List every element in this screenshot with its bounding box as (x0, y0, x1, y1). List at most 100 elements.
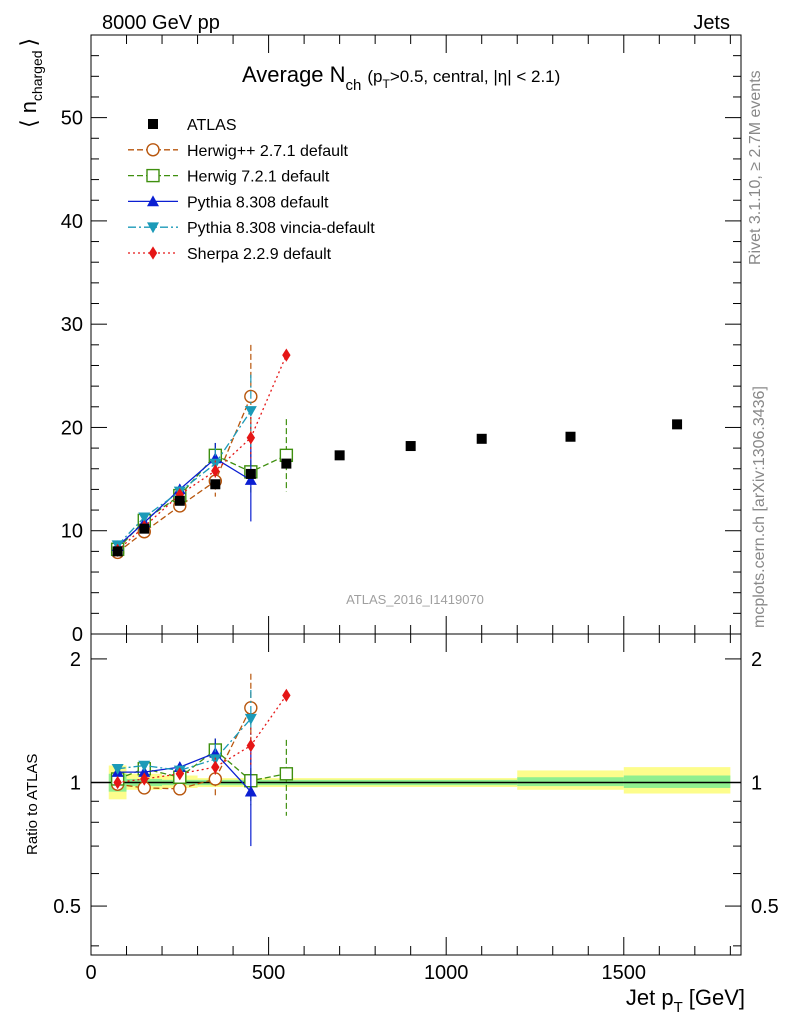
y-label-close: ⟩ (16, 38, 41, 47)
marker-diamond (211, 464, 220, 478)
marker-open-circle (146, 143, 160, 157)
marker-square (405, 441, 416, 452)
marker-square (281, 458, 292, 469)
ratio-y-tick-label: 2 (70, 649, 81, 671)
marker-square (334, 450, 345, 461)
y-label-main: ⟨ n (16, 101, 41, 128)
process-label: Jets (693, 12, 730, 34)
legend-label: ATLAS (187, 117, 237, 134)
energy-label: 8000 GeV pp (102, 12, 220, 34)
ratio-y-tick-label-right: 1 (751, 772, 762, 794)
legend: ATLAS Herwig++ 2.7.1 default Herwig 7.2.1 … (128, 117, 375, 263)
title-cuts: >0.5, central, |η| < 2.1) (390, 67, 560, 86)
marker-open-circle (173, 782, 187, 796)
main-plot-area (110, 344, 683, 560)
marker-triangle-down (138, 760, 151, 772)
title-paren: (p (367, 67, 382, 86)
ratio-y-tick-label: 0.5 (53, 896, 81, 918)
legend-item: Pythia 8.308 default (128, 194, 329, 211)
legend-label: Sherpa 2.2.9 default (187, 246, 332, 263)
series-herwig-2-7-1-default (110, 344, 258, 560)
x-label-unit: [GeV] (689, 985, 745, 1010)
main-y-tick-label: 10 (61, 521, 83, 543)
title-main: Average N (242, 62, 346, 87)
legend-label: Pythia 8.308 default (187, 194, 329, 211)
marker-square (565, 431, 576, 442)
marker-square (112, 546, 123, 557)
marker-square (174, 495, 185, 506)
ratio-y-tick-label-right: 0.5 (751, 896, 779, 918)
main-panel: 0 10 20 30 40 50 Average Nch (pT>0.5, central,… (16, 34, 742, 646)
series-sherpa-2-2-9-default (113, 688, 291, 790)
marker-triangle-down (244, 713, 257, 725)
series-line (117, 718, 252, 772)
y-label-subscript: charged (29, 50, 45, 101)
marker-open-square (279, 767, 294, 781)
x-label-main: Jet p (626, 985, 674, 1010)
marker-diamond (211, 760, 220, 774)
marker-triangle-up (244, 785, 257, 797)
main-title: Average Nch (pT>0.5, central, |η| < 2.1) (242, 62, 560, 94)
legend-item: Herwig++ 2.7.1 default (128, 143, 349, 160)
marker-open-circle (208, 772, 223, 786)
legend-item: ATLAS (148, 117, 237, 134)
marker-square (476, 433, 487, 444)
analysis-id-label: ATLAS_2016_I1419070 (346, 592, 484, 607)
uncertainty-band-green (623, 775, 731, 788)
ratio-panel: 0.5 0.5 1 1 2 2 0 500 1000 1500 Ratio to ATLAS J… (24, 633, 779, 1016)
title-subscript: ch (346, 77, 362, 94)
ratio-frame (90, 633, 742, 956)
main-x-ticks (90, 35, 731, 634)
ratio-plot-area (91, 673, 741, 847)
marker-diamond (175, 767, 184, 781)
marker-triangle-down (138, 512, 151, 524)
ratio-y-tick-label-right: 2 (751, 649, 762, 671)
legend-label: Herwig++ 2.7.1 default (187, 143, 349, 160)
ratio-x-axis: 0 500 1000 1500 (85, 634, 731, 984)
x-tick-label: 1000 (424, 962, 469, 984)
series-pythia-8-308-vincia-default (111, 374, 257, 552)
legend-item: Sherpa 2.2.9 default (128, 246, 332, 263)
marker-square (245, 468, 256, 479)
ratio-y-axis: 0.5 0.5 1 1 2 2 (53, 649, 779, 947)
main-y-tick-label: 50 (61, 108, 83, 130)
marker-square (139, 523, 150, 534)
ratio-y-label: Ratio to ATLAS (24, 754, 41, 855)
marker-square (672, 419, 683, 430)
marker-diamond (246, 431, 256, 445)
uncertainty-band-green (517, 777, 624, 787)
marker-diamond (148, 246, 158, 260)
main-y-tick-label: 30 (61, 314, 83, 336)
series-line (117, 695, 287, 784)
marker-triangle-down (244, 406, 257, 417)
marker-triangle-up (147, 195, 159, 207)
main-y-label: ⟨ ncharged ⟩ (16, 38, 45, 128)
marker-triangle-down (111, 763, 124, 775)
x-axis-label: Jet pT [GeV] (626, 985, 745, 1016)
series-line (117, 410, 252, 546)
main-y-tick-label: 20 (61, 417, 83, 439)
legend-item: Pythia 8.308 vincia-default (128, 220, 375, 237)
marker-diamond (113, 775, 122, 790)
marker-diamond (140, 772, 149, 786)
marker-open-square (146, 168, 160, 183)
legend-label: Pythia 8.308 vincia-default (187, 220, 375, 237)
x-label-subscript: T (674, 999, 683, 1016)
rivet-version-label: Rivet 3.1.10, ≥ 2.7M events (747, 70, 764, 265)
marker-triangle-down (147, 222, 159, 234)
legend-item: Herwig 7.2.1 default (128, 169, 330, 186)
x-tick-label: 1500 (602, 962, 647, 984)
main-y-axis: 0 10 20 30 40 50 (61, 34, 741, 646)
marker-diamond (246, 738, 256, 753)
main-y-tick-label: 0 (72, 624, 83, 646)
x-tick-label: 0 (85, 962, 96, 984)
ratio-y-tick-label: 1 (70, 772, 81, 794)
series-atlas (112, 419, 683, 557)
marker-triangle-up (138, 766, 151, 777)
marker-diamond (282, 688, 291, 702)
main-y-tick-label: 40 (61, 211, 83, 233)
marker-square (148, 119, 158, 129)
marker-square (210, 479, 221, 490)
marker-triangle-up (244, 474, 257, 485)
